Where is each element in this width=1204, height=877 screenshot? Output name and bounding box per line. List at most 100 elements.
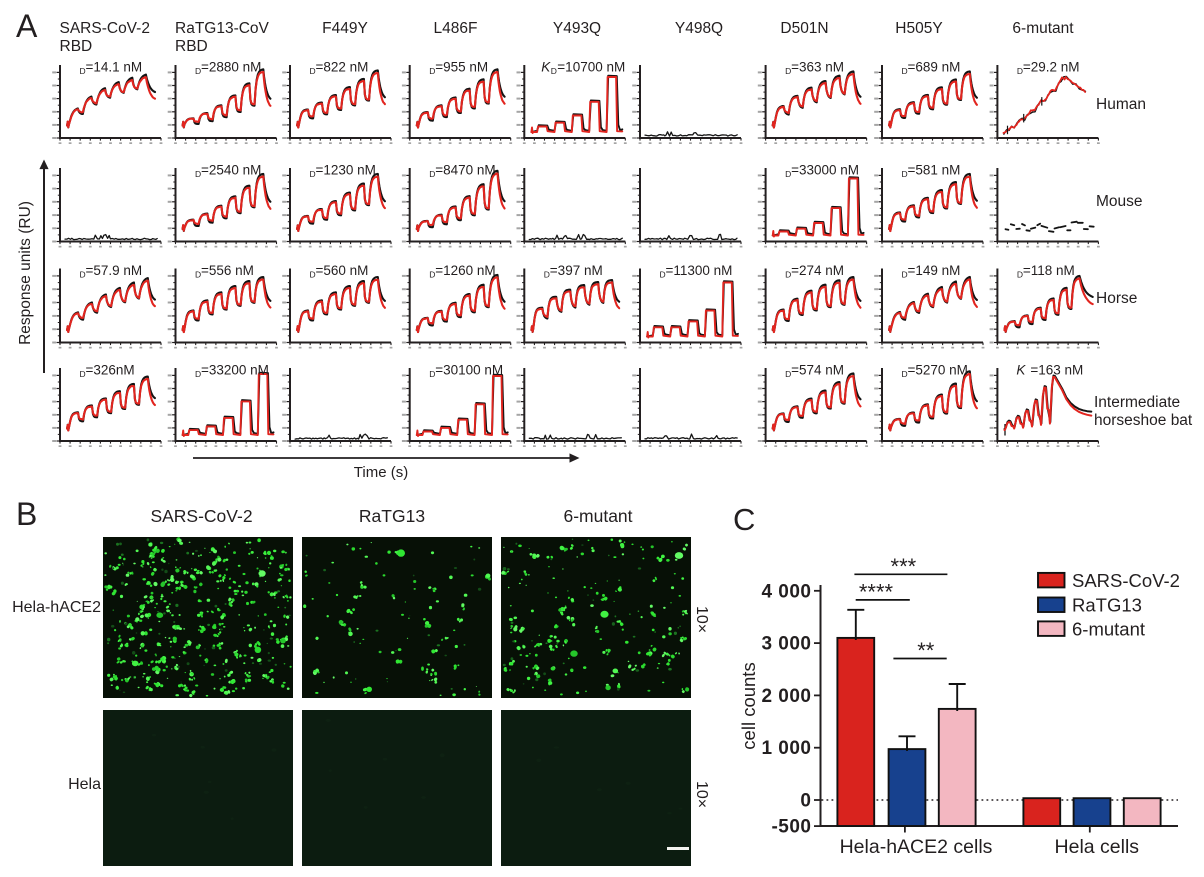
svg-text:=57.9 nM: =57.9 nM [86,263,143,278]
svg-text:D: D [544,270,550,280]
svg-text:Time (s): Time (s) [354,464,408,481]
svg-text:=1230 nM: =1230 nM [316,163,376,178]
svg-text:Hela-hACE2 cells: Hela-hACE2 cells [840,836,993,858]
svg-text:RaTG13: RaTG13 [1072,595,1142,616]
svg-text:=326nM: =326nM [86,363,135,378]
svg-text:=163 nM: =163 nM [1030,363,1083,378]
svg-text:D: D [195,369,201,379]
svg-text:D: D [785,66,791,76]
svg-text:D: D [310,270,316,280]
svg-text:Y498Q: Y498Q [675,20,723,37]
svg-text:cell counts: cell counts [738,662,759,749]
svg-text:horseshoe bat: horseshoe bat [1094,412,1193,429]
svg-text:=8470 nM: =8470 nM [435,163,495,178]
svg-text:F449Y: F449Y [322,20,368,37]
svg-text:D: D [195,66,201,76]
svg-text:RBD: RBD [175,38,208,55]
svg-text:=14.1 nM: =14.1 nM [86,60,143,75]
svg-text:D: D [902,369,908,379]
svg-text:=10700 nM: =10700 nM [557,60,625,75]
svg-text:=274 nM: =274 nM [791,263,844,278]
svg-text:K: K [541,60,551,75]
svg-text:=5270 nM: =5270 nM [908,363,968,378]
svg-text:D: D [785,369,791,379]
svg-text:D: D [310,66,316,76]
svg-text:=29.2 nM: =29.2 nM [1023,60,1080,75]
svg-text:A: A [16,8,38,44]
svg-text:D: D [310,169,316,179]
svg-text:10×: 10× [693,606,710,633]
svg-text:6-mutant: 6-mutant [563,506,632,526]
svg-text:D: D [785,169,791,179]
svg-text:=581 nM: =581 nM [908,163,961,178]
svg-text:RaTG13: RaTG13 [359,506,425,526]
svg-text:D: D [1017,270,1023,280]
svg-text:Horse: Horse [1096,290,1137,307]
svg-text:Intermediate: Intermediate [1094,394,1180,411]
svg-text:D: D [80,270,86,280]
svg-text:=689 nM: =689 nM [908,60,961,75]
svg-text:=397 nM: =397 nM [550,263,603,278]
svg-text:=560 nM: =560 nM [316,263,369,278]
svg-text:***: *** [891,554,917,579]
svg-text:D: D [902,66,908,76]
svg-text:****: **** [859,579,894,604]
svg-text:D: D [195,169,201,179]
svg-text:K: K [1016,363,1026,378]
svg-text:D: D [429,369,435,379]
svg-text:D: D [1017,66,1023,76]
svg-text:SARS-CoV-2: SARS-CoV-2 [1072,570,1180,591]
svg-text:=1260 nM: =1260 nM [435,263,495,278]
svg-text:=11300 nM: =11300 nM [666,263,733,278]
svg-text:0: 0 [800,791,811,812]
svg-text:Hela cells: Hela cells [1055,836,1140,858]
svg-text:=149 nM: =149 nM [908,263,961,278]
svg-text:=33200 nM: =33200 nM [201,363,269,378]
svg-text:=2880 nM: =2880 nM [201,60,261,75]
svg-text:**: ** [917,638,935,663]
svg-text:4 000: 4 000 [761,581,811,602]
svg-text:=30100 nM: =30100 nM [435,363,503,378]
svg-text:RBD: RBD [60,38,93,55]
svg-text:2 000: 2 000 [761,686,811,707]
svg-text:=822 nM: =822 nM [316,60,369,75]
svg-text:Mouse: Mouse [1096,193,1143,210]
svg-text:D: D [429,270,435,280]
svg-text:Response units (RU): Response units (RU) [17,201,34,345]
svg-text:D: D [429,66,435,76]
svg-text:-500: -500 [771,817,811,838]
svg-text:=363 nM: =363 nM [791,60,844,75]
svg-text:Human: Human [1096,96,1146,113]
svg-text:H505Y: H505Y [895,20,942,37]
svg-text:D: D [195,270,201,280]
svg-text:Hela: Hela [68,776,101,793]
svg-text:SARS-CoV-2: SARS-CoV-2 [150,506,252,526]
svg-text:D: D [902,270,908,280]
svg-text:Hela-hACE2: Hela-hACE2 [12,599,101,616]
svg-text:D501N: D501N [780,20,828,37]
svg-text:C: C [733,502,755,537]
svg-text:=574 nM: =574 nM [791,363,844,378]
svg-text:D: D [429,169,435,179]
svg-text:SARS-CoV-2: SARS-CoV-2 [60,20,150,37]
svg-text:=33000 nM: =33000 nM [791,163,859,178]
svg-text:D: D [902,169,908,179]
svg-text:D: D [80,369,86,379]
svg-text:6-mutant: 6-mutant [1012,20,1074,37]
svg-text:D: D [660,270,666,280]
svg-text:1 000: 1 000 [761,738,811,759]
svg-text:Y493Q: Y493Q [553,20,601,37]
svg-text:D: D [785,270,791,280]
svg-text:B: B [16,496,37,532]
svg-text:=118 nM: =118 nM [1023,263,1075,278]
svg-text:=556 nM: =556 nM [201,263,254,278]
svg-text:6-mutant: 6-mutant [1072,618,1145,639]
svg-text:D: D [80,66,86,76]
svg-text:10×: 10× [693,781,710,808]
svg-text:RaTG13-CoV: RaTG13-CoV [175,20,270,37]
svg-text:=2540 nM: =2540 nM [201,163,261,178]
svg-text:3 000: 3 000 [761,634,811,655]
svg-text:=955 nM: =955 nM [435,60,488,75]
svg-text:L486F: L486F [434,20,478,37]
svg-text:D: D [551,66,557,76]
